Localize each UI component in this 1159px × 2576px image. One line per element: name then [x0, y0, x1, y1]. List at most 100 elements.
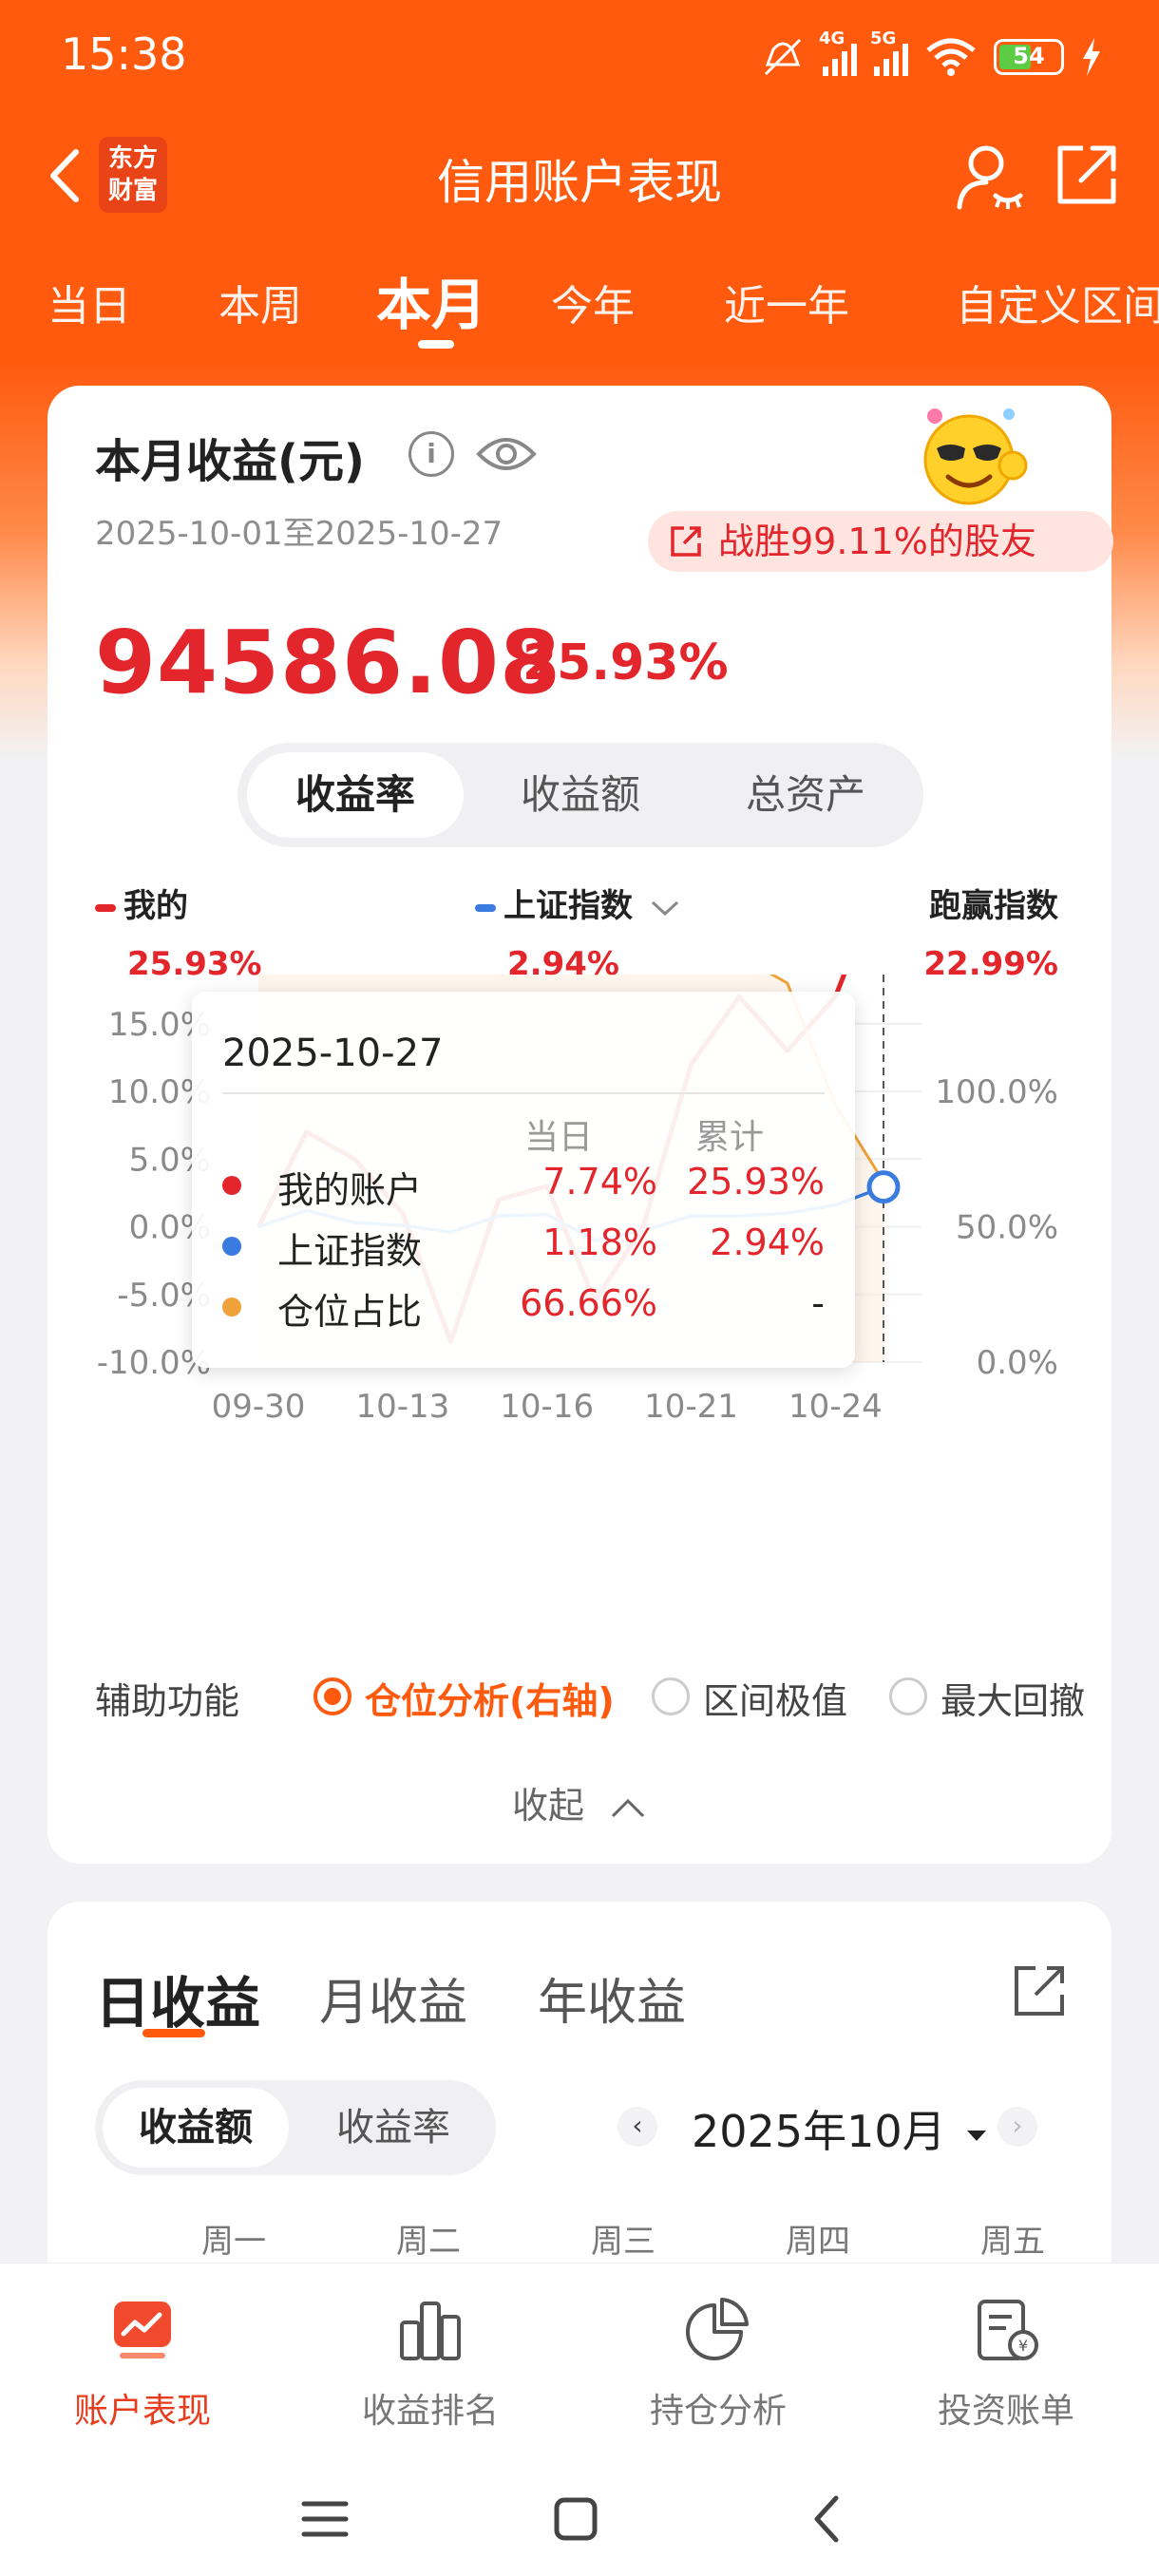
tooltip-row-name: 上证指数	[277, 1230, 423, 1272]
chevron-up-icon	[611, 1798, 645, 1817]
weekday-header: 周一 周二 周三 周四 周五	[95, 2215, 1083, 2263]
legend-index-label: 上证指数	[504, 887, 633, 925]
logo-text-top: 东方	[107, 144, 158, 173]
eye-icon[interactable]	[475, 431, 538, 477]
nav-label: 持仓分析	[649, 2392, 787, 2431]
app-logo: 东方 财富	[99, 137, 167, 213]
share-small-icon	[671, 526, 701, 557]
status-icons: 4G 5G 54	[760, 28, 1102, 85]
chevron-down-icon	[651, 900, 678, 916]
tab-year[interactable]: 今年	[551, 282, 635, 331]
metric-amount-tab[interactable]: 收益额	[520, 771, 640, 818]
period-tabs: 当日 本周 本月 今年 近一年 自定义区间	[0, 256, 1159, 351]
bar-ranking-icon	[400, 2301, 461, 2360]
back-nav-icon[interactable]	[788, 2481, 864, 2557]
tab-last-year[interactable]: 近一年	[724, 282, 849, 331]
legend-index[interactable]: 上证指数 2.94%	[475, 880, 681, 983]
radio-indicator	[889, 1677, 927, 1715]
tab-underline	[418, 340, 454, 349]
tooltip-row-name: 仓位占比	[277, 1291, 423, 1333]
tooltip-row-total: 2.94%	[710, 1222, 825, 1263]
tab-monthly-profit[interactable]: 月收益	[319, 1975, 468, 2032]
prev-month-button[interactable]: ‹	[618, 2107, 657, 2147]
tab-daily-profit[interactable]: 日收益	[95, 1971, 261, 2036]
chart-metric-switch: 收益率 收益额 总资产	[238, 743, 923, 847]
profit-rate-tab[interactable]: 收益率	[336, 2106, 450, 2150]
bill-icon: ¥	[978, 2300, 1038, 2360]
menu-icon[interactable]	[287, 2481, 363, 2557]
legend-beat-value: 22.99%	[923, 945, 1058, 983]
tooltip-dot-index	[222, 1237, 241, 1256]
radio-label: 最大回撤	[940, 1680, 1086, 1722]
signal-4g-icon: 4G	[819, 28, 857, 76]
x-tick-label: 10-24	[788, 1388, 883, 1426]
tab-yearly-profit[interactable]: 年收益	[538, 1975, 687, 2032]
radio-label: 区间极值	[703, 1680, 848, 1722]
tab-week[interactable]: 本周	[218, 282, 302, 331]
battery-level: 54	[1013, 43, 1045, 69]
tooltip-col-day: 当日	[524, 1118, 594, 1157]
net-label-2: 5G	[870, 28, 897, 48]
tooltip-row-total: -	[811, 1282, 825, 1324]
status-bar: 15:38 4G 5G 54	[0, 0, 1159, 114]
series-line-position	[769, 975, 885, 1183]
home-icon[interactable]	[538, 2481, 614, 2557]
point-marker-index	[866, 1170, 901, 1204]
summary-title: 本月收益(元)	[95, 435, 365, 488]
date-range: 2025-10-01至2025-10-27	[95, 515, 504, 553]
tooltip-row-name: 我的账户	[277, 1169, 423, 1211]
radio-indicator	[652, 1677, 690, 1715]
x-tick-label: 10-13	[355, 1388, 449, 1426]
tooltip-row-day: 1.18%	[542, 1222, 657, 1263]
weekday-label: 周二	[396, 2223, 461, 2261]
nav-account-performance[interactable]: 账户表现	[0, 2292, 285, 2433]
legend-mine-value: 25.93%	[127, 945, 262, 983]
weekday-label: 周一	[201, 2223, 266, 2261]
tooltip-row-index: 上证指数 1.18% 2.94%	[222, 1222, 825, 1275]
info-icon[interactable]: i	[408, 431, 454, 477]
profit-period-tabs: 日收益 月收益 年收益	[95, 1959, 1045, 2044]
summary-card: 本月收益(元) i 2025-10-01至2025-10-27 战胜99.11%…	[48, 386, 1113, 1864]
nav-investment-bill[interactable]: ¥ 投资账单	[864, 2292, 1149, 2433]
legend-mine-swatch	[95, 903, 116, 912]
tab-month[interactable]: 本月	[376, 273, 487, 337]
export-icon[interactable]	[1009, 1959, 1072, 2021]
x-tick-label: 10-16	[500, 1388, 594, 1426]
y-right-tick-label: 0.0%	[977, 1344, 1058, 1382]
legend-mine[interactable]: 我的 25.93%	[95, 880, 262, 983]
wifi-icon	[926, 38, 976, 76]
month-select[interactable]: 2025年10月	[692, 2097, 988, 2160]
tab-today[interactable]: 当日	[48, 282, 131, 331]
profit-tab-underline	[142, 2029, 205, 2037]
status-time: 15:38	[61, 28, 187, 80]
radio-indicator	[314, 1677, 352, 1715]
tooltip-row-day: 7.74%	[542, 1161, 657, 1203]
next-month-button[interactable]: ›	[998, 2107, 1037, 2147]
beat-peers-badge[interactable]: 战胜99.11%的股友	[648, 511, 1113, 572]
nav-label: 账户表现	[73, 2392, 211, 2431]
beat-peers-text: 战胜99.11%的股友	[718, 521, 1036, 562]
weekday-label: 周四	[786, 2223, 850, 2261]
mascot-emoji-icon	[923, 408, 1028, 505]
battery-icon: 54	[994, 39, 1064, 75]
profit-amount-tab[interactable]: 收益额	[103, 2088, 289, 2168]
metric-rate-tab[interactable]: 收益率	[247, 752, 464, 838]
share-icon[interactable]	[1049, 137, 1125, 213]
user-icon[interactable]	[952, 137, 1028, 213]
charging-icon	[1083, 38, 1100, 76]
tab-custom-range[interactable]: 自定义区间	[956, 282, 1159, 331]
collapse-button[interactable]: 收起	[48, 1776, 1112, 1828]
legend-index-swatch	[475, 903, 496, 912]
net-label-1: 4G	[819, 28, 846, 48]
pie-chart-icon	[686, 2298, 749, 2360]
back-icon[interactable]	[38, 142, 95, 209]
profit-value: 94586.08	[95, 612, 562, 713]
system-nav-bar	[0, 2453, 1159, 2576]
tooltip-col-total: 累计	[695, 1118, 765, 1157]
y-right-tick-label: 150.0%	[935, 975, 1058, 976]
tooltip-row-total: 25.93%	[687, 1161, 825, 1203]
metric-assets-tab[interactable]: 总资产	[745, 771, 865, 818]
aux-functions: 辅助功能 仓位分析(右轴) 区间极值 最大回撤	[95, 1666, 1086, 1723]
nav-profit-ranking[interactable]: 收益排名	[288, 2292, 573, 2433]
nav-holding-analysis[interactable]: 持仓分析	[576, 2292, 861, 2433]
